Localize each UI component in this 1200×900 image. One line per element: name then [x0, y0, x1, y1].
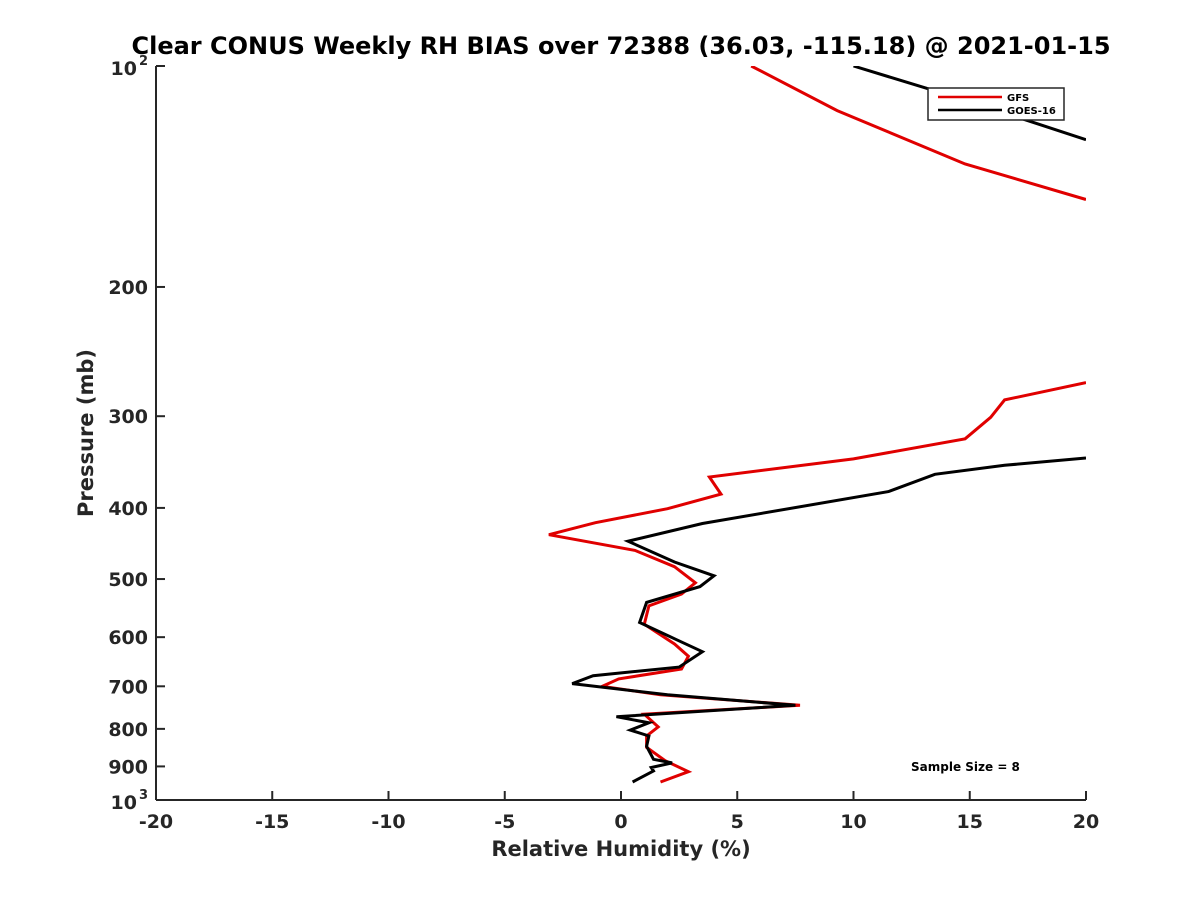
x-tick-label: 5 — [731, 811, 744, 833]
y-tick-exponent: 2 — [139, 54, 148, 69]
y-tick-base: 10 — [111, 792, 137, 814]
x-tick-label: 10 — [840, 811, 866, 833]
x-tick-label: 20 — [1073, 811, 1099, 833]
y-tick-label-power: 310 — [111, 788, 148, 814]
chart-title: Clear CONUS Weekly RH BIAS over 72388 (3… — [131, 32, 1110, 60]
y-tick-label: 900 — [108, 756, 148, 778]
x-axis-label: Relative Humidity (%) — [491, 837, 750, 861]
y-tick-label: 700 — [108, 676, 148, 698]
y-tick-label: 600 — [108, 627, 148, 649]
x-tick-label: 15 — [957, 811, 983, 833]
y-tick-label: 800 — [108, 719, 148, 741]
y-tick-base: 10 — [111, 58, 137, 80]
y-tick-exponent: 3 — [139, 788, 148, 803]
y-tick-label: 400 — [108, 498, 148, 520]
y-tick-label: 500 — [108, 569, 148, 591]
legend-label-gfs: GFS — [1007, 93, 1029, 104]
sample-size-annotation: Sample Size = 8 — [911, 760, 1020, 774]
x-tick-label: 0 — [614, 811, 627, 833]
y-tick-label: 200 — [108, 277, 148, 299]
y-tick-label: 300 — [108, 406, 148, 428]
series-line-gfs — [548, 66, 1086, 784]
legend-label-goes16: GOES-16 — [1007, 106, 1056, 117]
x-tick-label: -15 — [255, 811, 289, 833]
legend-box — [927, 87, 1065, 121]
y-tick-label-power: 210 — [111, 54, 148, 80]
x-tick-label: -5 — [494, 811, 515, 833]
x-tick-label: -20 — [139, 811, 173, 833]
x-tick-label: -10 — [371, 811, 405, 833]
y-axis-label: Pressure (mb) — [74, 349, 98, 517]
legend: GFS GOES-16 — [927, 87, 1065, 121]
